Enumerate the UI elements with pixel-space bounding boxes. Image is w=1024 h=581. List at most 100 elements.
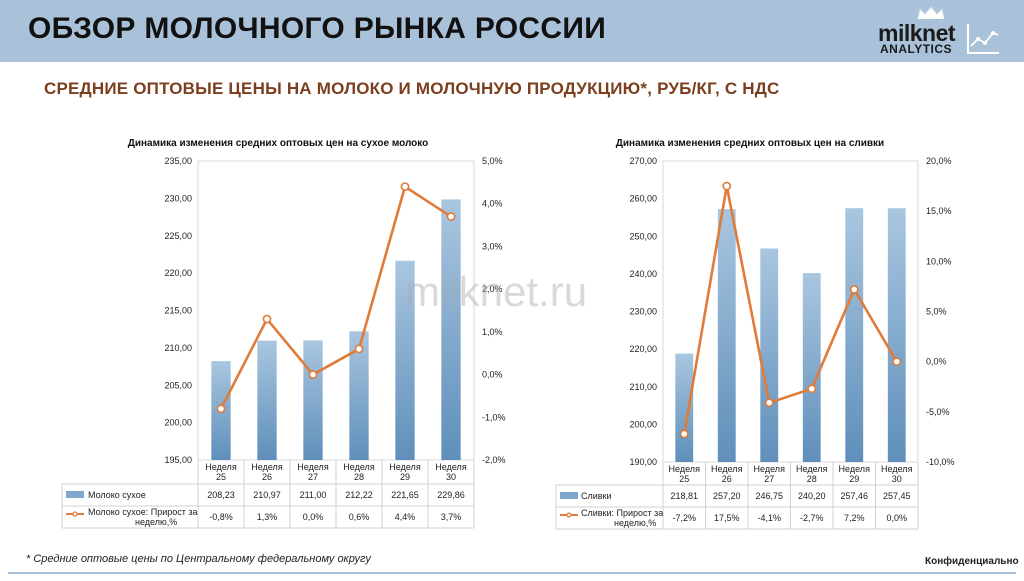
y-right-tick-label: -5,0% [926,407,950,417]
table-value: 0,0% [886,513,907,523]
category-label: Неделя 25 [205,462,237,482]
legend-label: Молоко сухое: Прирост за неделю,% [88,507,198,527]
table-value: 218,81 [670,491,698,501]
line-point [849,285,859,294]
y-right-tick-label: 2,0% [482,284,503,294]
bar [760,248,779,462]
page-title: ОБЗОР МОЛОЧНОГО РЫНКА РОССИИ [28,12,607,45]
chart-title: Динамика изменения средних оптовых цен н… [128,138,429,149]
legend-line-marker [566,512,572,518]
bar [303,340,323,460]
y-tick-label: 230,00 [164,193,192,203]
table-value: -4,1% [757,513,781,523]
y-tick-label: 215,00 [164,306,192,316]
section-subtitle: СРЕДНИЕ ОПТОВЫЕ ЦЕНЫ НА МОЛОКО И МОЛОЧНУ… [44,79,780,98]
y-right-tick-label: 5,0% [482,156,503,166]
y-right-tick-label: 10,0% [926,256,952,266]
plot-area [662,160,919,463]
y-right-tick-label: 1,0% [482,327,503,337]
chart-1: Динамика изменения средних оптовых цен н… [61,138,506,529]
table-value: 7,2% [844,513,865,523]
table-value: 3,7% [441,512,462,522]
table-value: 257,45 [883,491,911,501]
bar [441,199,461,460]
y-tick-label: 200,00 [629,419,657,429]
line-point [400,182,410,192]
legend-label: Сливки: Прирост за неделю,% [581,508,663,528]
line-point [764,398,774,408]
y-tick-label: 260,00 [629,194,657,204]
category-label: Неделя 30 [881,464,913,484]
bar [887,208,906,462]
y-tick-label: 195,00 [164,455,192,465]
bar [802,273,821,462]
table-value: 208,23 [207,490,235,500]
y-tick-label: 210,00 [629,382,657,392]
table-value: 0,0% [303,512,324,522]
series-line [682,185,898,435]
table-value: 246,75 [755,491,783,501]
y-tick-label: 200,00 [164,418,192,428]
table-value: 229,86 [437,490,465,500]
milknet-logo: milknet ANALYTICS [872,4,1017,58]
y-tick-label: 190,00 [629,457,657,467]
table-value: -0,8% [209,512,233,522]
y-tick-label: 225,00 [164,231,192,241]
footnote: * Средние оптовые цены по Центральному ф… [26,553,371,565]
table-value: 211,00 [300,490,327,500]
category-label: Неделя 28 [343,462,375,482]
category-label: Неделя 29 [389,462,421,482]
table-value: 257,46 [840,491,868,501]
legend-label: Молоко сухое [88,490,146,500]
table-value: 210,97 [253,490,281,500]
confidential-label: Конфиденциально [925,556,1019,567]
bar [395,260,415,460]
table-value: 257,20 [713,491,741,501]
line-point [679,429,689,439]
y-right-tick-label: 4,0% [482,199,503,209]
category-label: Неделя 30 [435,462,467,482]
y-right-tick-label: 0,0% [482,370,503,380]
y-tick-label: 230,00 [629,307,657,317]
bar [257,340,277,460]
chart-2: Динамика изменения средних оптовых цен н… [555,138,955,530]
table-value: -2,7% [800,513,824,523]
bar [845,208,864,462]
y-right-tick-label: 15,0% [926,206,952,216]
watermark: milknet.ru [405,268,588,315]
logo-subtitle: ANALYTICS [880,42,953,56]
legend-bar-swatch [560,492,578,499]
line-point [308,370,318,379]
legend-line-marker [72,511,78,517]
category-label: Неделя 25 [669,464,701,484]
y-tick-label: 235,00 [164,156,192,166]
legend-label: Сливки [581,491,612,501]
table-value: 221,65 [391,490,419,500]
y-tick-label: 210,00 [164,343,192,353]
chart-graph-icon [967,24,999,54]
y-tick-label: 240,00 [629,269,657,279]
y-tick-label: 270,00 [629,156,657,166]
bar [349,331,369,460]
y-tick-label: 220,00 [164,268,192,278]
series-line [219,184,452,410]
table-value: 240,20 [798,491,826,501]
category-label: Неделя 27 [754,464,786,484]
table-value: -7,2% [672,513,696,523]
y-tick-label: 220,00 [629,344,657,354]
category-label: Неделя 26 [711,464,743,484]
table-value: 0,6% [349,512,370,522]
y-tick-label: 250,00 [629,231,657,241]
y-tick-label: 205,00 [164,380,192,390]
logo-name: milknet [878,20,956,46]
category-label: Неделя 29 [839,464,871,484]
line-point [892,357,902,367]
line-point [354,344,364,354]
y-right-tick-label: -1,0% [482,412,506,422]
header-bar: ОБЗОР МОЛОЧНОГО РЫНКА РОССИИ milknet ANA… [0,0,1024,62]
crown-icon [917,6,945,19]
y-right-tick-label: -2,0% [482,455,506,465]
line-point [722,181,732,191]
bar [717,209,736,462]
